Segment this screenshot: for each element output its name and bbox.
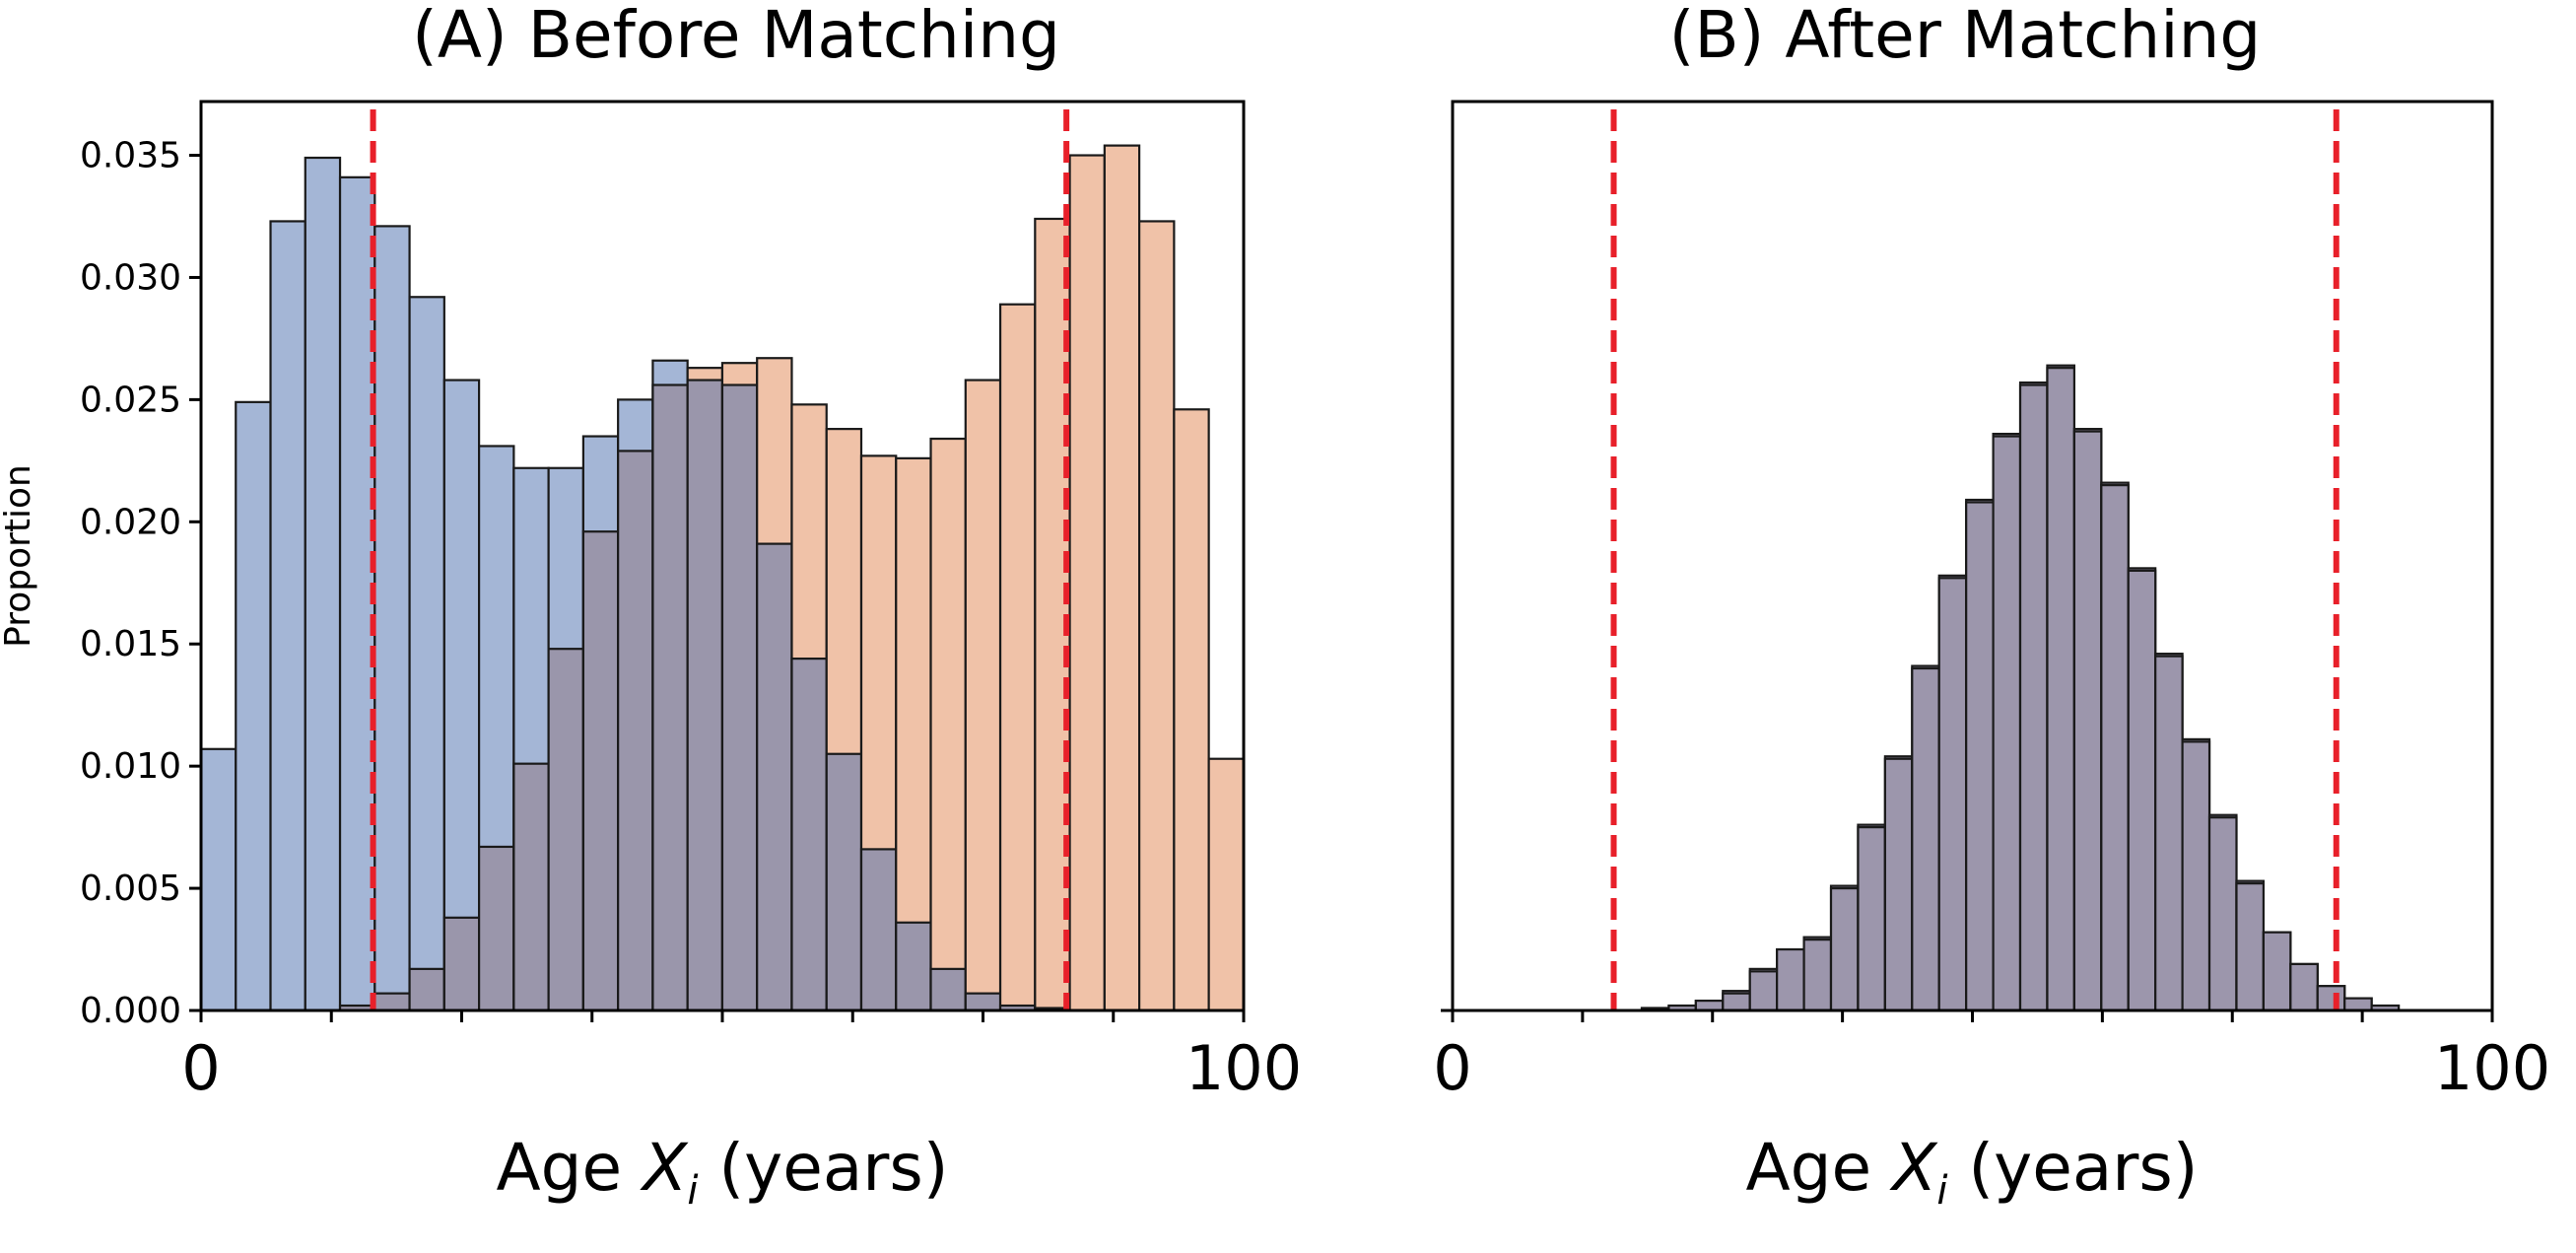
histogram-bar-overlap <box>2018 383 2049 1012</box>
histogram-bar-overlap <box>2262 931 2292 1012</box>
y-tick-label: 0.005 <box>80 869 181 909</box>
x-tick-label: 0 <box>181 1032 220 1104</box>
histogram-bar <box>1103 144 1141 1012</box>
y-tick-label: 0.000 <box>80 991 181 1031</box>
histogram-bar-overlap <box>478 845 515 1012</box>
y-tick-label: 0.015 <box>80 624 181 664</box>
panel-a-threshold-lines <box>370 109 1070 1010</box>
panel-a-y-ticks: 0.000 0.005 0.010 0.015 0.020 0.025 0.030 0.035 <box>80 136 201 1031</box>
histogram-bar-overlap <box>1883 757 1914 1012</box>
histogram-bar <box>1068 154 1106 1012</box>
histogram-bar <box>338 175 376 1012</box>
histogram-bar <box>304 156 342 1012</box>
y-tick-label: 0.030 <box>80 257 181 298</box>
histogram-bar-overlap <box>547 648 584 1012</box>
panel-b-x-ticks: 0 100 <box>1433 1009 2550 1104</box>
histogram-bar-overlap <box>2235 882 2265 1012</box>
histogram-bar-overlap <box>2154 655 2184 1012</box>
histogram-bar <box>1138 220 1176 1012</box>
histogram-bar-overlap <box>1802 939 1833 1012</box>
histogram-bar-overlap <box>1965 501 1995 1012</box>
panel-b-threshold-lines <box>1610 109 2339 1010</box>
histogram-bar <box>1207 757 1245 1012</box>
histogram-bar-overlap <box>2100 484 2130 1012</box>
y-tick-label: 0.020 <box>80 502 181 542</box>
histogram-bar-overlap <box>2343 997 2373 1012</box>
histogram-bar-overlap <box>2072 430 2103 1012</box>
histogram-bar-overlap <box>2289 962 2319 1012</box>
histogram-bar-overlap <box>1722 992 1751 1012</box>
histogram-bar-overlap <box>651 383 689 1012</box>
histogram-bar-overlap <box>720 383 759 1012</box>
histogram-bar-overlap <box>964 992 1002 1012</box>
histogram-bar-overlap <box>1748 970 1779 1012</box>
y-tick-label: 0.025 <box>80 380 181 420</box>
histogram-bar <box>269 220 306 1012</box>
panel-b: (B) After Matching 0 100 Age Xi (years) <box>1433 0 2550 1214</box>
histogram-bar-overlap <box>442 916 481 1012</box>
histogram-bar <box>964 379 1002 1012</box>
histogram-bar-overlap <box>408 967 445 1012</box>
histogram-bar-overlap <box>1911 666 1940 1012</box>
histogram-bar-overlap <box>929 967 967 1012</box>
y-tick-label: 0.010 <box>80 746 181 787</box>
histogram-bar <box>895 456 932 1012</box>
histogram-bar-overlap <box>1829 886 1860 1012</box>
histogram-bar <box>373 225 411 1012</box>
histogram-bar-overlap <box>2316 985 2346 1012</box>
x-tick-label: 100 <box>1186 1032 1302 1104</box>
panel-b-bars <box>1640 364 2401 1012</box>
y-tick-label: 0.035 <box>80 136 181 176</box>
panel-a-x-ticks: 0 100 <box>181 1010 1302 1104</box>
histogram-bar <box>442 379 481 1012</box>
histogram-bar-overlap <box>1857 826 1886 1012</box>
histogram-bar-overlap <box>373 992 411 1012</box>
panel-a-title: (A) Before Matching <box>412 0 1060 73</box>
histogram-bar-overlap <box>581 530 620 1012</box>
histogram-bar-overlap <box>2207 816 2238 1012</box>
histogram-bar-overlap <box>1937 577 1968 1012</box>
histogram-bar-overlap <box>617 450 654 1012</box>
histogram-bar-overlap <box>790 657 828 1012</box>
panel-a-x-axis-label: Age Xi (years) <box>496 1130 948 1214</box>
histogram-bar <box>1173 408 1210 1012</box>
x-tick-label: 0 <box>1433 1032 1471 1104</box>
histogram-bar <box>199 747 237 1012</box>
histogram-bar-overlap <box>1776 947 1805 1012</box>
histogram-bar-overlap <box>859 848 898 1012</box>
x-tick-label: 100 <box>2434 1032 2550 1104</box>
panel-a-y-axis-label: Proportion <box>0 464 38 648</box>
histogram-bar-overlap <box>512 762 550 1012</box>
histogram-bar <box>929 437 967 1012</box>
panel-a: (A) Before Matching 0.000 0.005 0.010 0.015… <box>0 0 1302 1214</box>
panel-b-title: (B) After Matching <box>1669 0 2262 73</box>
panel-a-bars <box>199 144 1245 1012</box>
histogram-bar-overlap <box>2127 569 2157 1012</box>
histogram-bar-overlap <box>825 752 863 1012</box>
histogram-bar-overlap <box>895 921 932 1012</box>
histogram-bar <box>408 296 445 1012</box>
histogram-bar <box>998 303 1037 1012</box>
histogram-bar-overlap <box>2046 367 2075 1012</box>
panel-b-x-axis-label: Age Xi (years) <box>1745 1130 2198 1214</box>
histogram-bar-overlap <box>686 379 724 1012</box>
histogram-bar-overlap <box>756 542 793 1012</box>
histogram-bar-overlap <box>2181 740 2211 1012</box>
histogram-bar-overlap <box>1992 435 2022 1012</box>
histogram-bar <box>235 400 272 1012</box>
